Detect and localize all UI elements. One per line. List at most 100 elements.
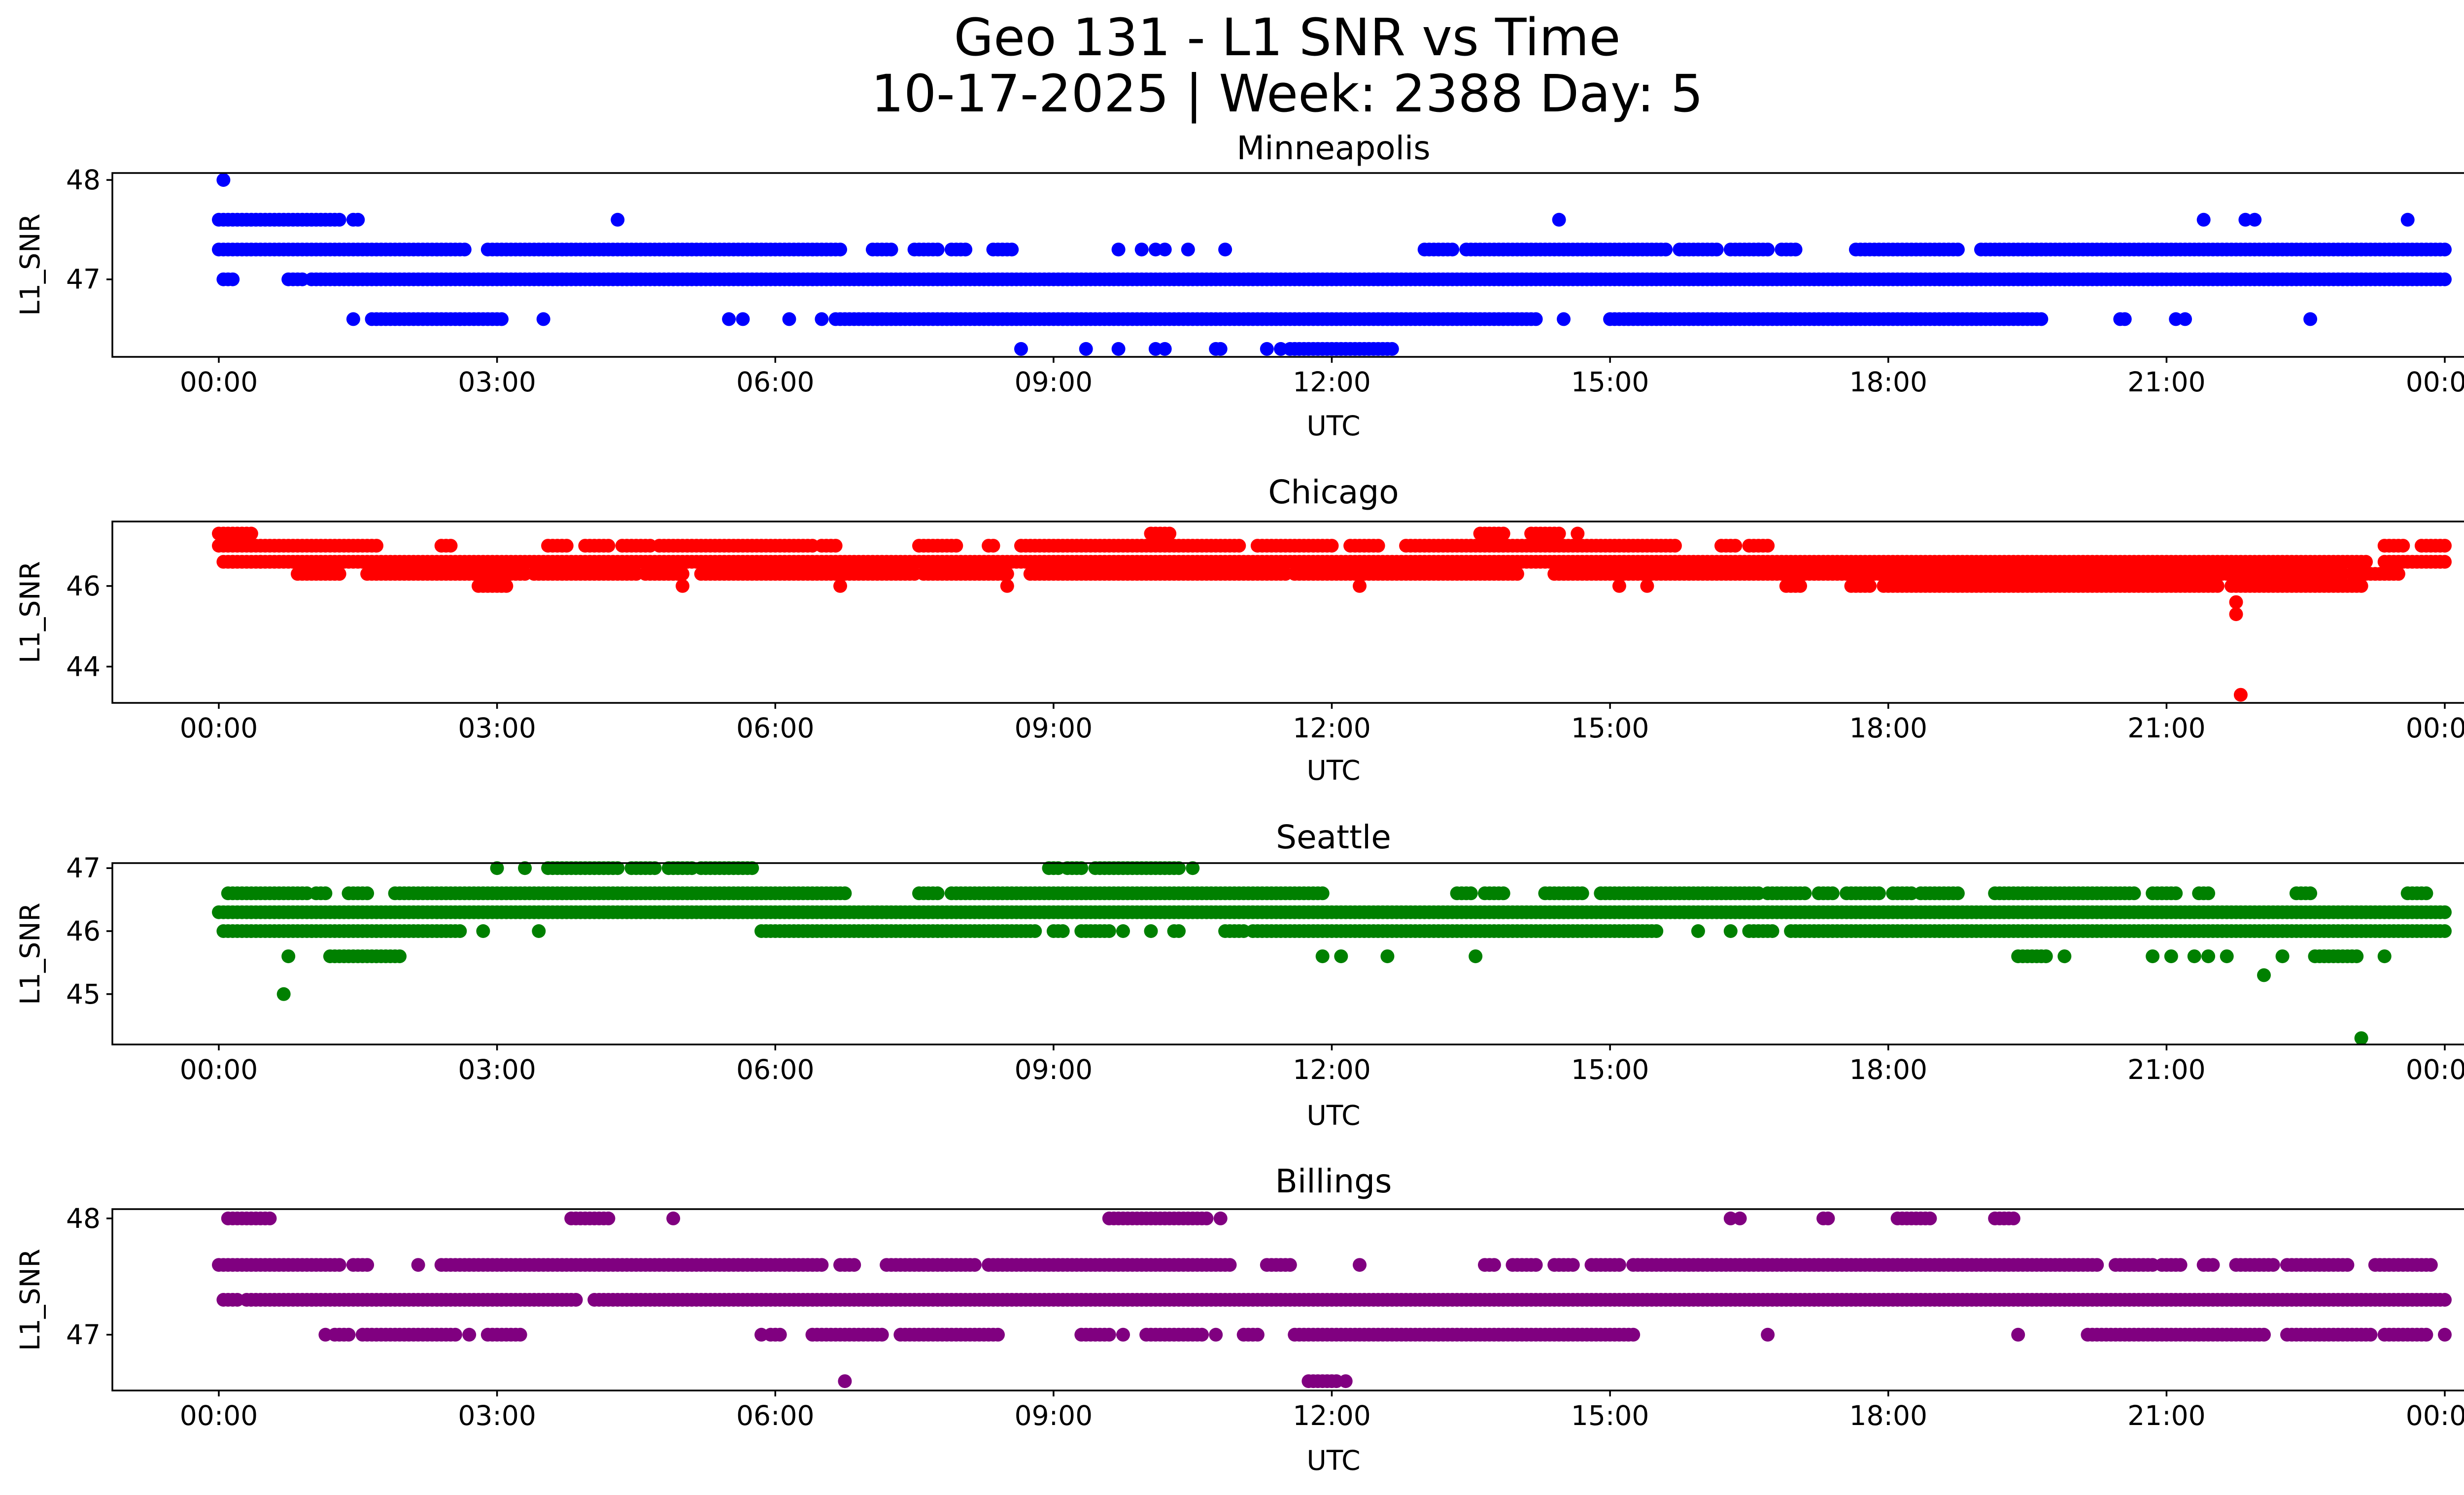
x-tick-label: 15:00 [1571,712,1649,744]
data-point [1445,243,1460,257]
data-point [2229,607,2243,622]
data-point [2164,949,2178,964]
data-point [986,539,1000,553]
data-point [1380,949,1395,964]
data-point [559,539,574,553]
data-point [1529,1258,1543,1272]
data-point [676,579,689,593]
data-point [1000,579,1014,593]
data-point [495,312,509,326]
figure-title-line1: Geo 131 - L1 SNR vs Time [954,7,1620,68]
data-point [736,312,750,326]
data-point [332,1258,346,1272]
data-point [2233,688,2248,702]
data-point [1056,924,1070,938]
data-point [370,539,383,553]
data-point [1111,342,1126,356]
data-point [1469,949,1483,964]
scatter-points [212,861,2452,1045]
data-point [1000,567,1014,581]
data-point [2438,555,2452,569]
y-tick-label: 46 [66,915,101,947]
data-point [1195,1327,1209,1342]
data-point [1723,924,1738,938]
y-tick-label: 45 [66,978,101,1010]
data-point [1014,342,1028,356]
data-point [1315,949,1330,964]
subplot-title: Billings [1275,1162,1392,1200]
data-point [1825,886,1840,901]
data-point [476,924,490,938]
data-point [676,567,689,581]
x-tick-label: 06:00 [736,712,815,744]
data-point [1260,342,1274,356]
data-point [815,1258,829,1272]
data-point [1158,243,1172,257]
data-point [2257,968,2271,982]
data-point [1028,924,1042,938]
y-tick-label: 44 [66,651,101,682]
x-tick-label: 12:00 [1293,1054,1371,1085]
data-point [1158,342,1172,356]
data-point [2266,1258,2280,1272]
data-point [1353,579,1367,593]
x-tick-label: 06:00 [736,1054,815,1085]
subplot-seattle: Seattle 00:00 03:00 06:00 09:00 12:00 15:00 18… [14,818,2464,1131]
data-point [1659,243,1673,257]
data-point [2396,539,2410,553]
data-point [2169,886,2183,901]
data-point [2438,1293,2452,1307]
data-point [2210,579,2224,593]
data-point [346,312,360,326]
data-point [958,243,973,257]
x-tick-label: 09:00 [1015,1054,1093,1085]
data-point [1951,886,1965,901]
x-tick-label: 06:00 [736,366,815,398]
data-point [1163,526,1177,541]
data-point [444,539,458,553]
data-point [833,579,847,593]
data-point [1557,312,1571,326]
data-point [1464,886,1478,901]
data-point [1144,924,1158,938]
data-point [2438,539,2452,553]
data-point [838,886,852,901]
data-point [2438,924,2452,938]
data-point [2424,1258,2438,1272]
data-point [2090,1258,2104,1272]
data-point [1552,526,1566,541]
data-point [360,886,375,901]
data-point [1385,342,1399,356]
data-point [1788,243,1803,257]
data-point [782,312,796,326]
data-point [2057,949,2072,964]
data-point [949,539,963,553]
data-point [2178,312,2192,326]
data-point [569,1293,583,1307]
data-point [1691,924,1705,938]
data-point [1487,1258,1501,1272]
data-point [2201,949,2216,964]
data-point [1496,526,1510,541]
data-point [2419,1327,2433,1342]
data-point [967,1258,982,1272]
data-point [1213,342,1228,356]
axis-ticks: 00:00 03:00 06:00 09:00 12:00 15:00 18:00 21:00… [66,570,2464,744]
data-point [1552,212,1566,227]
data-point [2118,312,2132,326]
data-point [1761,539,1775,553]
data-point [448,1327,462,1342]
data-point [2359,555,2373,569]
data-point [884,243,898,257]
x-tick-label: 18:00 [1849,1054,1927,1085]
data-point [2391,567,2405,581]
y-axis-label: L1_SNR [14,903,46,1005]
x-axis-label: UTC [1306,410,1360,442]
data-point [1765,924,1780,938]
data-point [2340,1258,2355,1272]
x-tick-label: 03:00 [458,712,536,744]
data-point [2400,212,2415,227]
x-axis-label: UTC [1306,755,1360,786]
data-point [833,243,847,257]
